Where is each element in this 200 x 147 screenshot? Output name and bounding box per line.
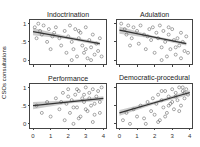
svg-text:0: 0 [23,57,27,63]
svg-text:1: 1 [49,133,53,139]
svg-text:2: 2 [67,133,71,139]
svg-text:4: 4 [102,133,106,139]
svg-text:Performance: Performance [48,75,88,82]
svg-text:3: 3 [84,133,88,139]
svg-text:Democratic-procedural: Democratic-procedural [119,74,190,82]
svg-text:Adulation: Adulation [140,11,169,18]
svg-text:1: 1 [23,85,27,91]
svg-text:CSOs consultations: CSOs consultations [1,46,7,99]
svg-text:0: 0 [31,133,35,139]
svg-text:1: 1 [135,133,139,139]
svg-text:0: 0 [23,121,27,127]
svg-text:.5: .5 [21,103,27,109]
svg-text:.5: .5 [21,39,27,45]
svg-text:Indoctrination: Indoctrination [47,11,89,18]
svg-text:4: 4 [188,133,192,139]
svg-text:3: 3 [171,133,175,139]
svg-text:1: 1 [23,21,27,27]
svg-text:2: 2 [153,133,157,139]
svg-text:0: 0 [118,133,122,139]
